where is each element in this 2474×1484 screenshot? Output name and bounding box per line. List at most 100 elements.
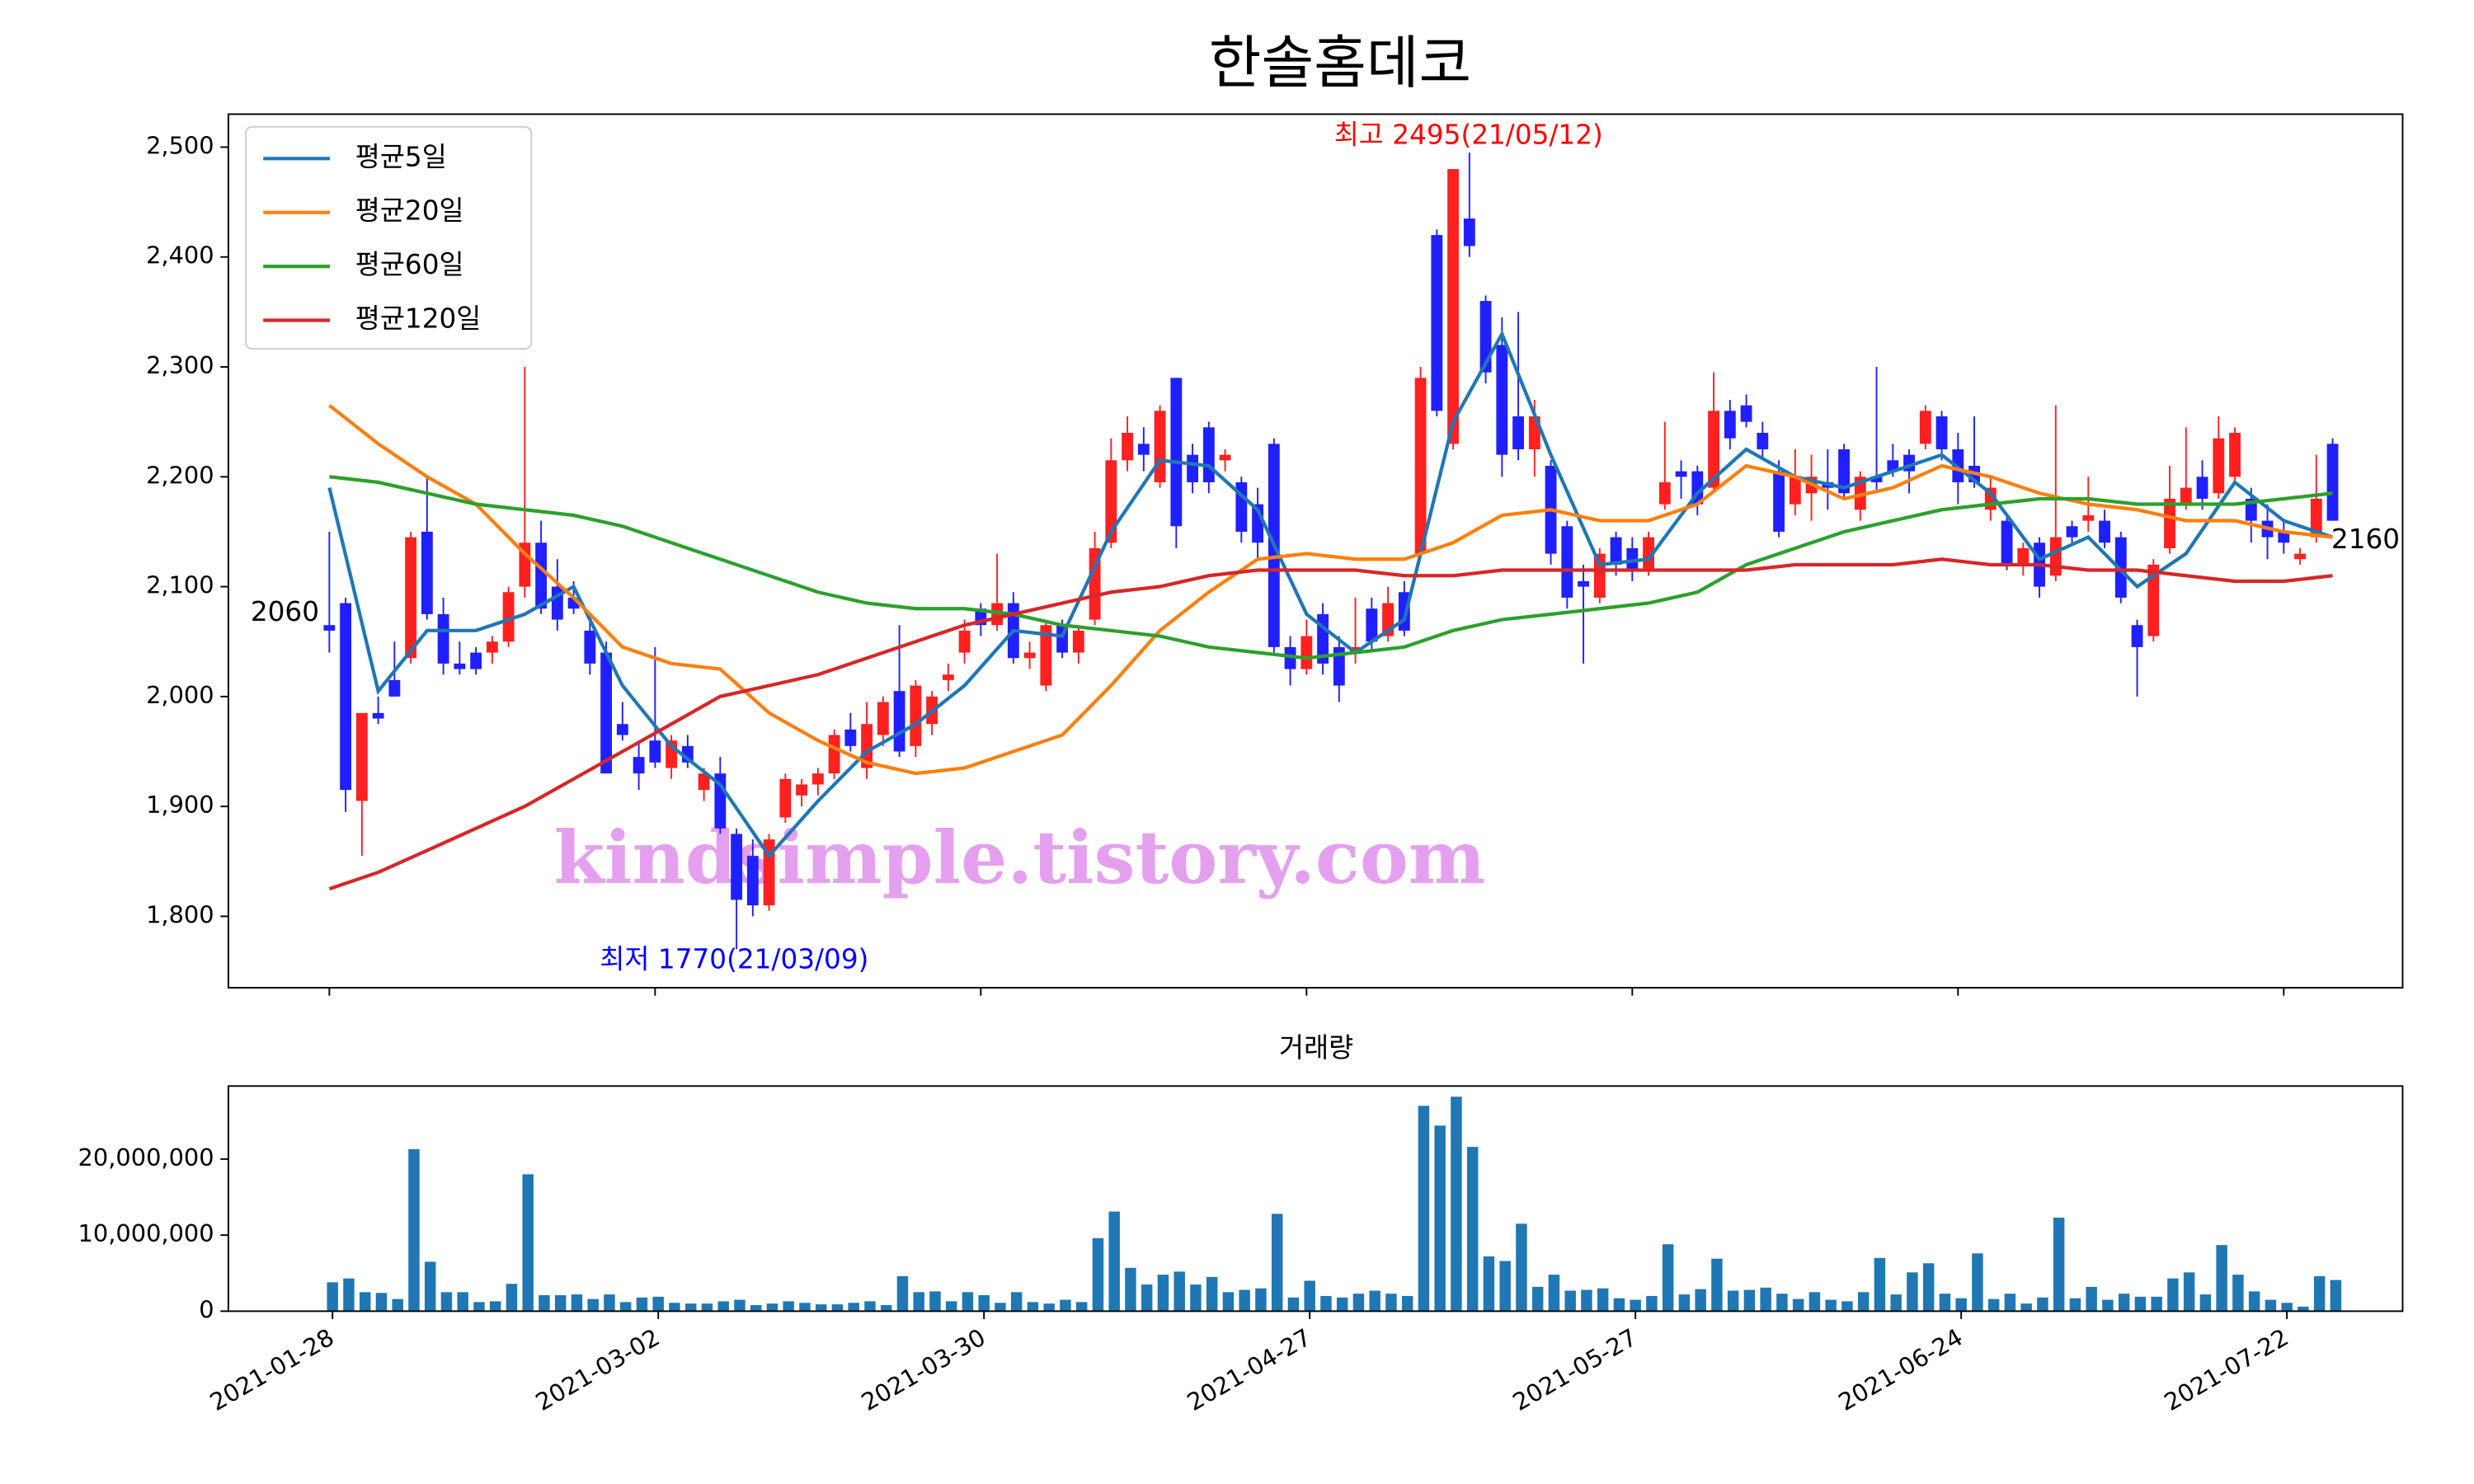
candle-body <box>1447 169 1459 444</box>
volume-bar <box>1466 1147 1479 1312</box>
candle-body <box>942 674 954 680</box>
volume-bar <box>2118 1294 2130 1312</box>
volume-bar <box>2330 1280 2342 1312</box>
plot-frame <box>227 113 2404 989</box>
candle-body <box>1838 448 1850 494</box>
legend-label: 평균60일 <box>355 249 464 280</box>
volume-bar <box>1125 1267 1136 1312</box>
ma-line <box>327 330 2334 859</box>
y-tick-label: 0 <box>199 1295 214 1323</box>
ma-line <box>328 404 2333 776</box>
legend-box <box>245 125 533 350</box>
volume-bar <box>1564 1290 1576 1312</box>
chart-title: 한솔홈데코 <box>1209 31 1471 96</box>
volume-bar <box>799 1303 811 1312</box>
volume-bar <box>1857 1292 1870 1312</box>
candle-body <box>2049 537 2062 576</box>
candle-body <box>1887 460 1899 472</box>
volume-bar <box>864 1301 876 1312</box>
candle-body <box>1512 416 1524 449</box>
volume-bar <box>1662 1244 1674 1312</box>
volume-bar <box>2298 1306 2309 1312</box>
x-tick-label: 2021-06-24 <box>1834 1323 1968 1416</box>
candle-body <box>811 773 824 785</box>
volume-bar <box>1206 1276 1218 1312</box>
volume-bar <box>1352 1294 1365 1312</box>
candle-body <box>2147 564 2160 636</box>
candle-body <box>1773 471 1785 532</box>
volume-bar <box>1075 1302 1088 1312</box>
volume-bar <box>1174 1271 1185 1312</box>
volume-bar <box>962 1292 974 1312</box>
candle-body <box>1870 477 1883 482</box>
volume-bar <box>1320 1295 1332 1312</box>
candle-body <box>1724 411 1736 439</box>
volume-bar <box>1907 1272 1918 1312</box>
volume-bar <box>1222 1292 1235 1312</box>
volume-bar <box>2020 1303 2032 1312</box>
y-tick-label: 1,800 <box>146 900 214 928</box>
volume-bar <box>1336 1297 1348 1312</box>
volume-bar <box>2004 1294 2016 1312</box>
candle-body <box>2326 444 2339 521</box>
candle-body <box>340 603 352 791</box>
volume-bar <box>1874 1257 1886 1312</box>
candle-body <box>844 729 857 746</box>
candle-body <box>779 778 792 818</box>
volume-bar <box>1239 1289 1250 1312</box>
candle-body <box>2066 526 2078 538</box>
candle-body <box>323 625 336 631</box>
candle-body <box>355 712 368 801</box>
volume-bar <box>717 1301 729 1312</box>
y-tick-label: 2,100 <box>146 571 214 599</box>
volume-bar <box>1727 1290 1739 1312</box>
volume-bar <box>1304 1280 1315 1312</box>
volume-bar <box>1613 1298 1625 1312</box>
volume-bar <box>815 1304 827 1312</box>
volume-bar <box>1808 1292 1821 1312</box>
candle-body <box>2180 487 2192 505</box>
candle-body <box>519 542 531 587</box>
candle-body <box>861 724 873 768</box>
candle-body <box>405 537 417 659</box>
candle-body <box>600 652 613 774</box>
volume-bar <box>2037 1297 2048 1312</box>
annotation: 2060 <box>251 596 319 627</box>
volume-bar <box>506 1284 518 1312</box>
watermark: kindsimple.tistory.com <box>554 815 1486 900</box>
candle-body <box>1593 553 1606 598</box>
volume-bar <box>1157 1275 1169 1312</box>
candle-body <box>1463 218 1475 247</box>
candle-body <box>1610 537 1622 565</box>
volume-bar <box>2313 1275 2326 1312</box>
volume-bar <box>783 1301 794 1312</box>
volume-bar <box>1010 1292 1023 1312</box>
y-tick-label: 2,200 <box>146 461 214 489</box>
candle-body <box>2131 625 2143 647</box>
volume-bar <box>1108 1211 1120 1312</box>
volume-bar <box>2248 1291 2260 1312</box>
legend-label: 평균5일 <box>355 141 447 172</box>
candle-body <box>2017 547 2030 565</box>
candle-body <box>1202 427 1215 482</box>
volume-bar <box>1271 1214 1283 1312</box>
candle-body <box>502 592 515 642</box>
volume-bar <box>1451 1097 1462 1312</box>
volume-title: 거래량 <box>1279 1032 1353 1064</box>
volume-bar <box>343 1278 355 1312</box>
candle-body <box>1578 580 1589 587</box>
candle-body <box>1919 411 1931 444</box>
x-tick-label: 2021-04-27 <box>1183 1323 1316 1416</box>
volume-bar <box>473 1302 485 1312</box>
annotation: 최고 2495(21/05/12) <box>1334 119 1603 150</box>
candle-body <box>2229 432 2241 477</box>
volume-bar <box>1841 1301 1853 1312</box>
volume-bar <box>1255 1288 1267 1312</box>
candle-body <box>1137 444 1150 455</box>
volume-bar <box>652 1296 664 1312</box>
volume-bar <box>913 1292 924 1312</box>
candle-body <box>1675 471 1687 477</box>
volume-bar <box>375 1293 388 1312</box>
volume-bar <box>587 1298 599 1312</box>
